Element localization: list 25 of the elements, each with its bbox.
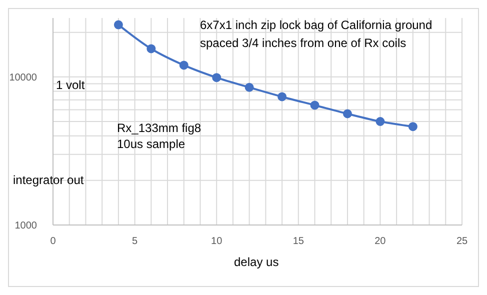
point — [146, 44, 156, 54]
annotation: 6x7x1 inch zip lock bag of California ground — [200, 18, 432, 33]
annotation: Rx_133mm fig8 — [117, 121, 202, 136]
point — [244, 82, 254, 92]
x-tick-label: 15 — [292, 236, 304, 248]
x-tick-label: 25 — [456, 236, 468, 248]
annotation: spaced 3/4 inches from one of Rx coils — [200, 36, 406, 51]
point — [310, 100, 320, 110]
point — [342, 109, 352, 118]
x-tick-label: 5 — [132, 236, 138, 248]
y-tick-label: 1000 — [14, 220, 38, 232]
x-tick-label: 20 — [374, 236, 386, 248]
point — [114, 20, 123, 30]
point — [376, 117, 385, 126]
point — [278, 92, 287, 102]
y-tick-label: 10000 — [9, 72, 38, 84]
x-axis-title: delay us — [234, 255, 279, 270]
point — [408, 122, 418, 132]
y-axis-title: integrator out — [13, 173, 84, 188]
point — [179, 60, 188, 70]
x-tick-label: 0 — [50, 236, 56, 248]
annotation: 1 volt — [56, 78, 85, 93]
annotation: 10us sample — [117, 137, 186, 152]
point — [212, 73, 222, 82]
x-tick-label: 10 — [211, 236, 223, 248]
